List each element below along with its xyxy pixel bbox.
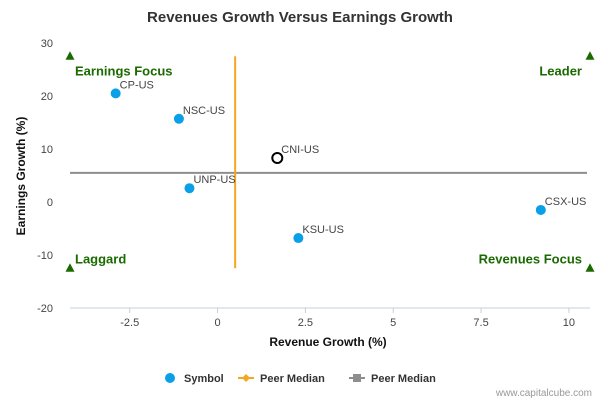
quadrant-marker-triangle [585, 263, 595, 272]
y-tick-label: 20 [41, 91, 53, 103]
y-axis-title: Earnings Growth (%) [14, 117, 28, 236]
legend-median-x-diamond [242, 374, 250, 382]
y-tick-label: 0 [47, 197, 53, 209]
subject-point-marker [271, 152, 284, 165]
x-tick-label: 7.5 [473, 317, 488, 329]
quadrant-label: Earnings Focus [75, 63, 173, 78]
credit-text: www.capitalcube.com [495, 388, 592, 399]
x-tick-label: 5 [390, 317, 396, 329]
quadrant-label: Revenues Focus [479, 251, 582, 266]
x-axis-title: Revenue Growth (%) [269, 335, 386, 349]
symbol-point-marker [293, 233, 304, 244]
quadrant-marker-triangle [585, 51, 595, 60]
y-tick-label: 10 [41, 144, 53, 156]
peer-median-lines [70, 56, 587, 269]
symbol-point-marker [535, 204, 546, 215]
axes: -2.5 0 2.5 5 7.5 10 -20 -10 0 10 20 30 [37, 38, 590, 329]
y-tick-label: -10 [37, 250, 53, 262]
quadrant-labels: Earnings Focus Leader Laggard Revenues Focu… [65, 51, 595, 272]
point-label: CSX-US [545, 196, 587, 208]
point-label: CNI-US [281, 144, 319, 156]
quadrant-marker-triangle [65, 51, 75, 60]
quadrant-label: Leader [539, 63, 582, 78]
y-tick-label: -20 [37, 303, 53, 315]
point-label: KSU-US [302, 224, 344, 236]
symbol-point-marker [184, 183, 195, 194]
point-label: UNP-US [193, 174, 235, 186]
legend-item-label: Symbol [184, 373, 224, 385]
legend-item-label: Peer Median [260, 373, 325, 385]
legend-symbol-marker [165, 373, 175, 383]
point-label: NSC-US [183, 105, 225, 117]
x-tick-label: 2.5 [298, 317, 313, 329]
legend: Symbol Peer Median Peer Median [165, 373, 436, 385]
data-points: CP-US NSC-US CNI-US UNP-US KSU-US CSX-US [110, 79, 587, 244]
chart-title: Revenues Growth Versus Earnings Growth [147, 9, 453, 26]
x-tick-label: -2.5 [120, 317, 139, 329]
x-tick-label: 10 [563, 317, 575, 329]
quadrant-label: Laggard [75, 251, 126, 266]
x-tick-label: 0 [215, 317, 221, 329]
y-tick-label: 30 [41, 38, 53, 50]
legend-item-label: Peer Median [371, 373, 436, 385]
symbol-point-marker [173, 113, 184, 124]
quadrant-marker-triangle [65, 263, 75, 272]
legend-median-y-square [353, 374, 361, 382]
symbol-point-marker [110, 88, 121, 99]
point-label: CP-US [120, 79, 154, 91]
